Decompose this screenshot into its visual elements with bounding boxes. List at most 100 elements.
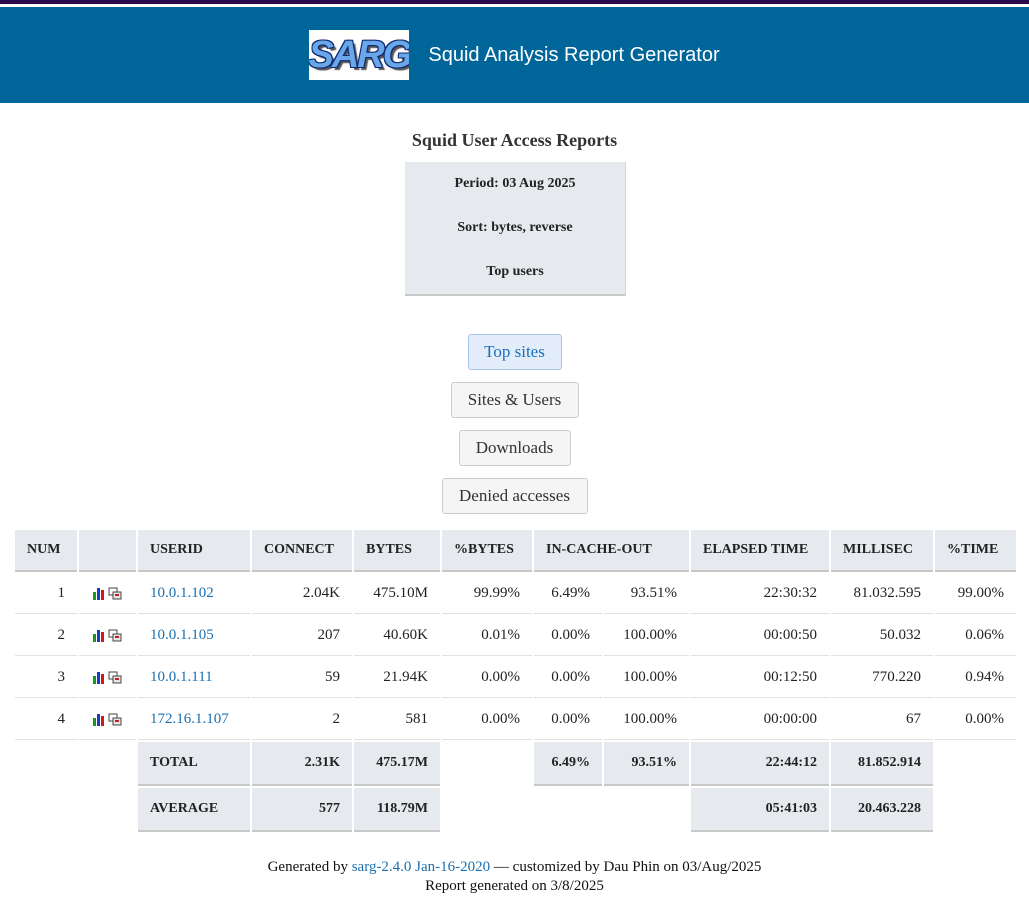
sarg-logo: SARG: [309, 30, 410, 80]
row-in-cache: 0.00%: [534, 700, 602, 740]
row-bytes: 40.60K: [354, 616, 440, 656]
generated-by-text: Generated by: [267, 859, 348, 875]
row-connect: 2.04K: [252, 574, 352, 614]
average-elapsed: 05:41:03: [691, 788, 829, 832]
row-elapsed: 22:30:32: [691, 574, 829, 614]
row-pct-time: 0.00%: [935, 700, 1016, 740]
row-in-cache: 6.49%: [534, 574, 602, 614]
row-icons: [79, 574, 136, 614]
col-userid-header: USERID: [138, 530, 250, 572]
col-num-header: NUM: [15, 530, 77, 572]
row-num: 2: [15, 616, 77, 656]
row-bytes: 581: [354, 700, 440, 740]
section-box: Top users: [405, 250, 626, 296]
top-users-table: NUM USERID CONNECT BYTES %BYTES IN-CACHE…: [13, 528, 1018, 834]
logo-text: SARG: [309, 34, 410, 76]
bar-chart-icon[interactable]: [93, 671, 104, 684]
row-connect: 207: [252, 616, 352, 656]
total-row: TOTAL 2.31K 475.17M 6.49% 93.51% 22:44:1…: [15, 742, 1016, 786]
row-pct-bytes: 0.01%: [442, 616, 532, 656]
row-out-cache: 100.00%: [604, 658, 689, 698]
col-elapsed-header: ELAPSED TIME: [691, 530, 829, 572]
row-out-cache: 93.51%: [604, 574, 689, 614]
row-in-cache: 0.00%: [534, 658, 602, 698]
row-num: 4: [15, 700, 77, 740]
sites-users-button[interactable]: Sites & Users: [450, 382, 579, 418]
top-sites-button[interactable]: Top sites: [467, 334, 562, 370]
row-millisec: 67: [831, 700, 933, 740]
row-pct-time: 99.00%: [935, 574, 1016, 614]
denied-accesses-button[interactable]: Denied accesses: [441, 478, 588, 514]
row-elapsed: 00:12:50: [691, 658, 829, 698]
bar-chart-icon[interactable]: [93, 629, 104, 642]
col-pct-time-header: %TIME: [935, 530, 1016, 572]
row-pct-bytes: 99.99%: [442, 574, 532, 614]
copy-icon[interactable]: [108, 629, 122, 642]
row-elapsed: 00:00:50: [691, 616, 829, 656]
col-bytes-header: BYTES: [354, 530, 440, 572]
row-millisec: 50.032: [831, 616, 933, 656]
row-out-cache: 100.00%: [604, 700, 689, 740]
row-elapsed: 00:00:00: [691, 700, 829, 740]
table-header-row: NUM USERID CONNECT BYTES %BYTES IN-CACHE…: [15, 530, 1016, 572]
average-label: AVERAGE: [138, 788, 250, 832]
row-connect: 2: [252, 700, 352, 740]
table-row: 4 172.16.1.107 2 581 0.00% 0.00% 100.00%…: [15, 700, 1016, 740]
row-out-cache: 100.00%: [604, 616, 689, 656]
col-in-cache-out-header: IN-CACHE-OUT: [534, 530, 689, 572]
table-row: 3 10.0.1.111 59 21.94K 0.00% 0.00% 100.0…: [15, 658, 1016, 698]
row-userid[interactable]: 10.0.1.102: [138, 574, 250, 614]
bar-chart-icon[interactable]: [93, 587, 104, 600]
row-bytes: 21.94K: [354, 658, 440, 698]
sarg-version-link[interactable]: sarg-2.4.0 Jan-16-2020: [351, 859, 491, 875]
row-icons: [79, 616, 136, 656]
copy-icon[interactable]: [108, 587, 122, 600]
row-connect: 59: [252, 658, 352, 698]
top-stripe: [0, 0, 1029, 4]
total-elapsed: 22:44:12: [691, 742, 829, 786]
sort-box: Sort: bytes, reverse: [405, 206, 626, 252]
row-num: 1: [15, 574, 77, 614]
copy-icon[interactable]: [108, 713, 122, 726]
row-pct-bytes: 0.00%: [442, 658, 532, 698]
col-connect-header: CONNECT: [252, 530, 352, 572]
userid-link[interactable]: 10.0.1.102: [150, 585, 214, 601]
average-row: AVERAGE 577 118.79M 05:41:03 20.463.228: [15, 788, 1016, 832]
row-userid[interactable]: 172.16.1.107: [138, 700, 250, 740]
row-pct-bytes: 0.00%: [442, 700, 532, 740]
total-label: TOTAL: [138, 742, 250, 786]
col-millisec-header: MILLISEC: [831, 530, 933, 572]
customized-text: — customized by Dau Phin on 03/Aug/2025: [493, 859, 762, 875]
table-row: 2 10.0.1.105 207 40.60K 0.01% 0.00% 100.…: [15, 616, 1016, 656]
copy-icon[interactable]: [108, 671, 122, 684]
total-in: 6.49%: [534, 742, 602, 786]
row-pct-time: 0.94%: [935, 658, 1016, 698]
total-millisec: 81.852.914: [831, 742, 933, 786]
total-connect: 2.31K: [252, 742, 352, 786]
average-bytes: 118.79M: [354, 788, 440, 832]
bar-chart-icon[interactable]: [93, 713, 104, 726]
footer: Generated by sarg-2.4.0 Jan-16-2020 — cu…: [0, 858, 1029, 896]
downloads-button[interactable]: Downloads: [458, 430, 571, 466]
row-icons: [79, 700, 136, 740]
userid-link[interactable]: 172.16.1.107: [150, 711, 229, 727]
row-in-cache: 0.00%: [534, 616, 602, 656]
row-bytes: 475.10M: [354, 574, 440, 614]
total-out: 93.51%: [604, 742, 689, 786]
report-date: Report generated on 3/8/2025: [425, 878, 604, 894]
total-bytes: 475.17M: [354, 742, 440, 786]
row-userid[interactable]: 10.0.1.111: [138, 658, 250, 698]
userid-link[interactable]: 10.0.1.105: [150, 627, 214, 643]
row-num: 3: [15, 658, 77, 698]
row-icons: [79, 658, 136, 698]
row-pct-time: 0.06%: [935, 616, 1016, 656]
header-bar: SARG Squid Analysis Report Generator: [0, 7, 1029, 103]
row-millisec: 81.032.595: [831, 574, 933, 614]
row-userid[interactable]: 10.0.1.105: [138, 616, 250, 656]
row-millisec: 770.220: [831, 658, 933, 698]
userid-link[interactable]: 10.0.1.111: [150, 669, 213, 685]
average-millisec: 20.463.228: [831, 788, 933, 832]
report-title: Squid User Access Reports: [411, 130, 618, 150]
table-row: 1 10.0.1.102 2.04K 475.10M 99.99% 6.49% …: [15, 574, 1016, 614]
average-connect: 577: [252, 788, 352, 832]
